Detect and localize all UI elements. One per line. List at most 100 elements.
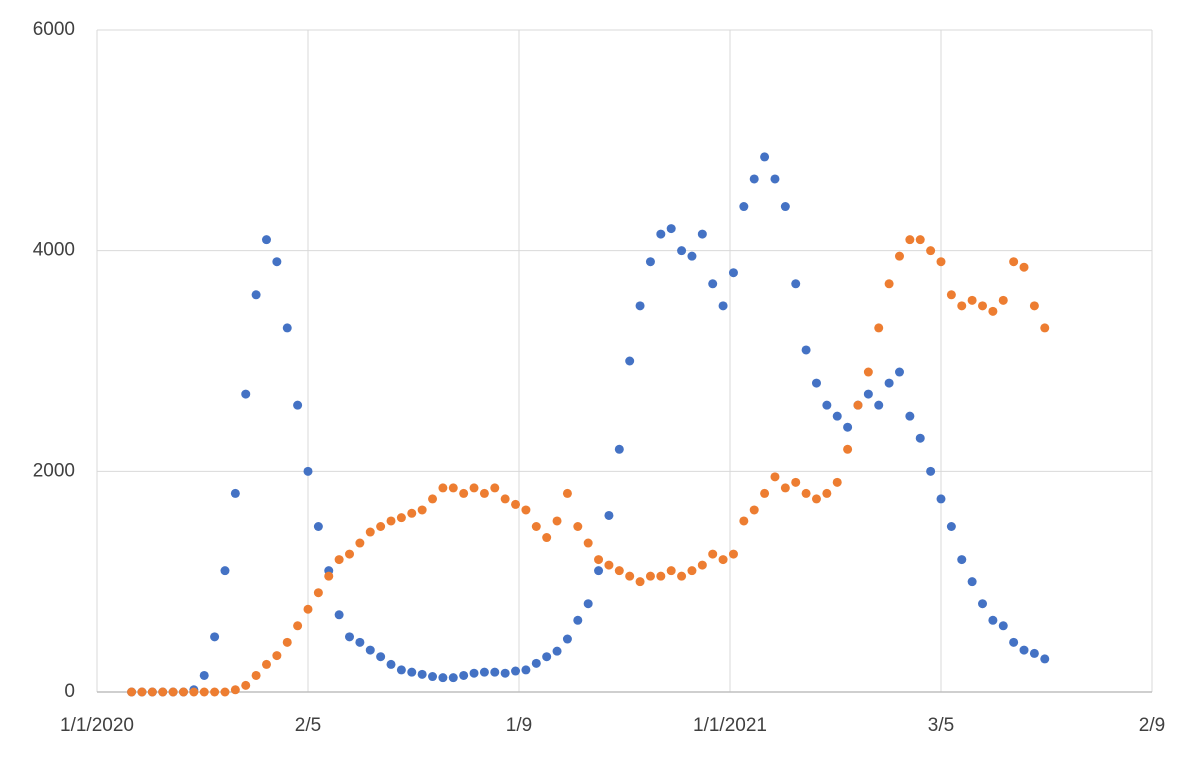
y-tick-label: 2000 bbox=[33, 460, 75, 481]
x-tick-label: 1/1/2020 bbox=[60, 715, 134, 736]
point bbox=[1009, 257, 1019, 267]
point bbox=[272, 257, 282, 267]
point bbox=[988, 615, 998, 625]
point bbox=[936, 257, 946, 267]
point bbox=[697, 229, 707, 239]
point bbox=[407, 667, 417, 677]
point bbox=[241, 680, 251, 690]
y-tick-label: 6000 bbox=[33, 19, 75, 40]
point bbox=[220, 566, 230, 576]
point bbox=[614, 566, 624, 576]
point bbox=[376, 652, 386, 662]
point bbox=[562, 488, 572, 498]
point bbox=[345, 632, 355, 642]
point bbox=[562, 634, 572, 644]
point bbox=[770, 472, 780, 482]
point bbox=[1019, 645, 1029, 655]
point bbox=[614, 444, 624, 454]
point bbox=[926, 246, 936, 256]
point bbox=[355, 538, 365, 548]
point bbox=[376, 522, 386, 531]
point bbox=[957, 301, 967, 311]
point bbox=[334, 610, 344, 620]
point bbox=[324, 571, 334, 581]
point bbox=[801, 488, 811, 498]
point bbox=[604, 560, 614, 570]
point bbox=[780, 483, 790, 493]
point bbox=[127, 687, 137, 697]
point bbox=[998, 621, 1008, 631]
point bbox=[417, 505, 427, 515]
point bbox=[863, 389, 873, 399]
point bbox=[428, 672, 438, 682]
point bbox=[158, 687, 168, 697]
point bbox=[1040, 654, 1050, 664]
point bbox=[967, 577, 977, 587]
point bbox=[210, 687, 220, 697]
point bbox=[718, 301, 728, 311]
point bbox=[511, 499, 521, 509]
point bbox=[832, 477, 842, 487]
point bbox=[230, 488, 240, 498]
point bbox=[479, 488, 489, 498]
point bbox=[334, 555, 344, 565]
point bbox=[645, 257, 655, 267]
point bbox=[313, 522, 323, 531]
point bbox=[697, 560, 707, 570]
point bbox=[542, 533, 552, 543]
point bbox=[293, 621, 303, 631]
point bbox=[936, 494, 946, 504]
point bbox=[282, 637, 292, 647]
point bbox=[573, 615, 583, 625]
point bbox=[884, 378, 894, 388]
point bbox=[978, 599, 988, 609]
point bbox=[874, 400, 884, 410]
point bbox=[884, 279, 894, 289]
point bbox=[594, 566, 604, 576]
point bbox=[749, 174, 759, 184]
point bbox=[926, 466, 936, 476]
point bbox=[428, 494, 438, 504]
point bbox=[687, 566, 697, 576]
point bbox=[261, 235, 271, 245]
point bbox=[708, 279, 718, 289]
point bbox=[355, 637, 365, 647]
point bbox=[272, 651, 282, 661]
point bbox=[770, 174, 780, 184]
point bbox=[905, 411, 915, 421]
point bbox=[998, 295, 1008, 305]
point bbox=[656, 571, 666, 581]
point bbox=[345, 549, 355, 559]
point bbox=[1009, 637, 1019, 647]
point bbox=[313, 588, 323, 598]
point bbox=[728, 268, 738, 278]
point bbox=[521, 505, 531, 515]
point bbox=[822, 400, 832, 410]
point bbox=[147, 687, 157, 697]
point bbox=[843, 444, 853, 454]
point bbox=[915, 235, 925, 245]
x-tick-label: 2/9 bbox=[1139, 715, 1165, 736]
point bbox=[438, 483, 448, 493]
point bbox=[490, 483, 500, 493]
point bbox=[178, 687, 188, 697]
point bbox=[396, 665, 406, 675]
point bbox=[666, 566, 676, 576]
y-tick-label: 0 bbox=[64, 681, 75, 702]
point bbox=[448, 483, 458, 493]
point bbox=[479, 667, 489, 677]
point bbox=[531, 658, 541, 668]
point bbox=[708, 549, 718, 559]
point bbox=[303, 604, 313, 614]
point bbox=[822, 488, 832, 498]
x-tick-label: 3/5 bbox=[928, 715, 954, 736]
point bbox=[137, 687, 147, 697]
point bbox=[946, 522, 956, 531]
y-tick-label: 4000 bbox=[33, 240, 75, 261]
point bbox=[853, 400, 863, 410]
point bbox=[490, 667, 500, 677]
point bbox=[552, 516, 562, 526]
point bbox=[168, 687, 178, 697]
x-tick-label: 2/5 bbox=[295, 715, 321, 736]
